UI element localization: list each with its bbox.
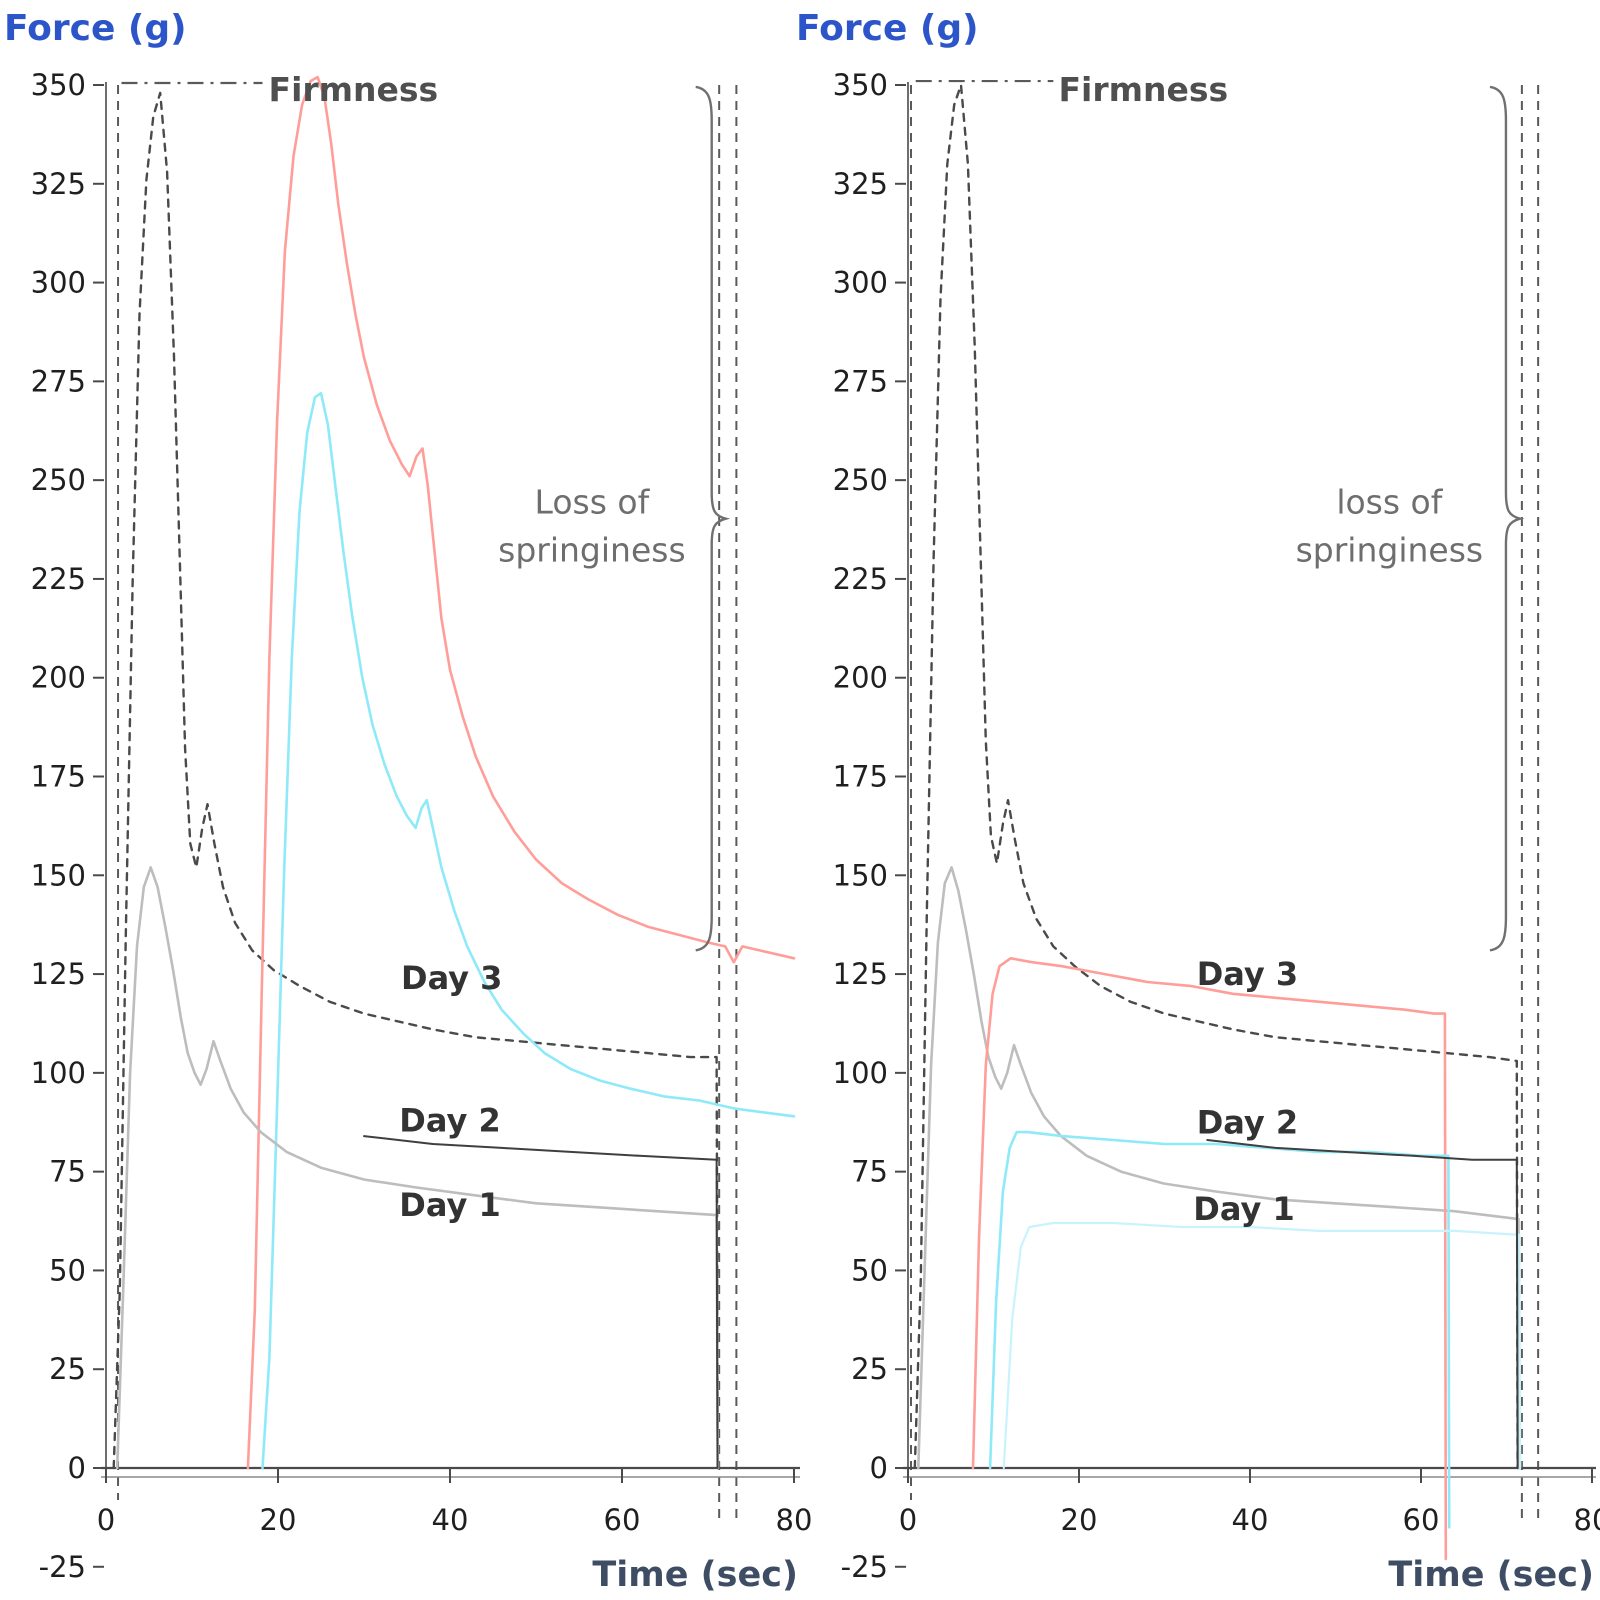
series-dashed-dark-curve [112, 91, 720, 1470]
day-label-2: Day 2 [1197, 1103, 1298, 1141]
loss-of-springiness-label-line1: Loss of [535, 483, 651, 522]
x-tick-label: 80 [1574, 1503, 1600, 1537]
y-tick-label: 150 [31, 858, 86, 892]
day-label-1: Day 1 [1193, 1190, 1294, 1228]
y-tick-label: 150 [833, 858, 888, 892]
y-tick-label: 250 [833, 463, 888, 497]
x-tick-label: 20 [1061, 1503, 1098, 1537]
y-tick-label: 25 [49, 1352, 86, 1386]
x-tick-label: 0 [97, 1503, 115, 1537]
y-tick-label: 275 [31, 364, 86, 398]
y-tick-label: 75 [49, 1155, 86, 1189]
loss-of-springiness-brace [695, 85, 731, 952]
series-dark-flat-line [363, 1135, 719, 1469]
series-dashed-dark-curve [913, 83, 1519, 1470]
y-tick-label: -25 [841, 1550, 888, 1584]
series-dark-flat-line [1206, 1139, 1519, 1469]
y-axis-title: Force (g) [4, 8, 187, 49]
loss-of-springiness-brace [1489, 85, 1525, 952]
y-tick-label: 75 [851, 1155, 888, 1189]
x-axis-title: Time (sec) [592, 1555, 798, 1595]
y-tick-label: 200 [31, 661, 86, 695]
y-tick-label: 325 [833, 167, 888, 201]
y-tick-label: 225 [833, 562, 888, 596]
y-tick-label: 350 [31, 68, 86, 102]
day-label-1: Day 1 [399, 1186, 500, 1224]
day-label-3: Day 3 [401, 959, 502, 997]
y-tick-label: 300 [31, 266, 86, 300]
y-tick-label: 350 [833, 68, 888, 102]
loss-of-springiness-label-line2: springiness [498, 531, 686, 570]
x-tick-label: 40 [432, 1503, 469, 1537]
loss-of-springiness-label-line1: loss of [1336, 483, 1443, 522]
firmness-label: Firmness [269, 70, 439, 109]
series-cyan-curve [261, 391, 796, 1470]
panel-right: 3503253002752502252001751501251007550250… [796, 8, 1600, 1595]
y-tick-label: 300 [833, 266, 888, 300]
y-tick-label: 325 [31, 167, 86, 201]
y-tick-label: 275 [833, 364, 888, 398]
y-tick-label: 100 [31, 1056, 86, 1090]
x-tick-label: 20 [260, 1503, 297, 1537]
day-label-3: Day 3 [1197, 955, 1298, 993]
x-tick-label: 0 [899, 1503, 917, 1537]
x-axis-title: Time (sec) [1388, 1555, 1594, 1595]
y-tick-label: 125 [31, 957, 86, 991]
y-axis-title: Force (g) [796, 8, 979, 49]
series-salmon-flat-line [971, 956, 1448, 1561]
series-salmon-curve [246, 75, 796, 1470]
y-tick-label: 100 [833, 1056, 888, 1090]
panel-left: 3503253002752502252001751501251007550250… [4, 8, 812, 1595]
y-tick-label: 50 [49, 1253, 86, 1287]
x-tick-label: 40 [1232, 1503, 1269, 1537]
y-tick-label: 0 [68, 1451, 86, 1485]
y-tick-label: 25 [851, 1352, 888, 1386]
y-tick-label: 0 [870, 1451, 888, 1485]
y-tick-label: 250 [31, 463, 86, 497]
y-tick-label: -25 [39, 1550, 86, 1584]
y-tick-label: 50 [851, 1253, 888, 1287]
x-tick-label: 60 [604, 1503, 641, 1537]
x-tick-label: 80 [776, 1503, 813, 1537]
series-gray-curve [916, 866, 1521, 1470]
firmness-label: Firmness [1058, 70, 1228, 109]
series-gray-curve [115, 866, 720, 1470]
loss-of-springiness-label-line2: springiness [1296, 531, 1484, 570]
x-tick-label: 60 [1403, 1503, 1440, 1537]
y-tick-label: 175 [31, 760, 86, 794]
y-tick-label: 200 [833, 661, 888, 695]
y-tick-label: 125 [833, 957, 888, 991]
series-light-cyan-flat-line [1002, 1221, 1522, 1470]
y-tick-label: 175 [833, 760, 888, 794]
day-label-2: Day 2 [399, 1101, 500, 1139]
y-tick-label: 225 [31, 562, 86, 596]
